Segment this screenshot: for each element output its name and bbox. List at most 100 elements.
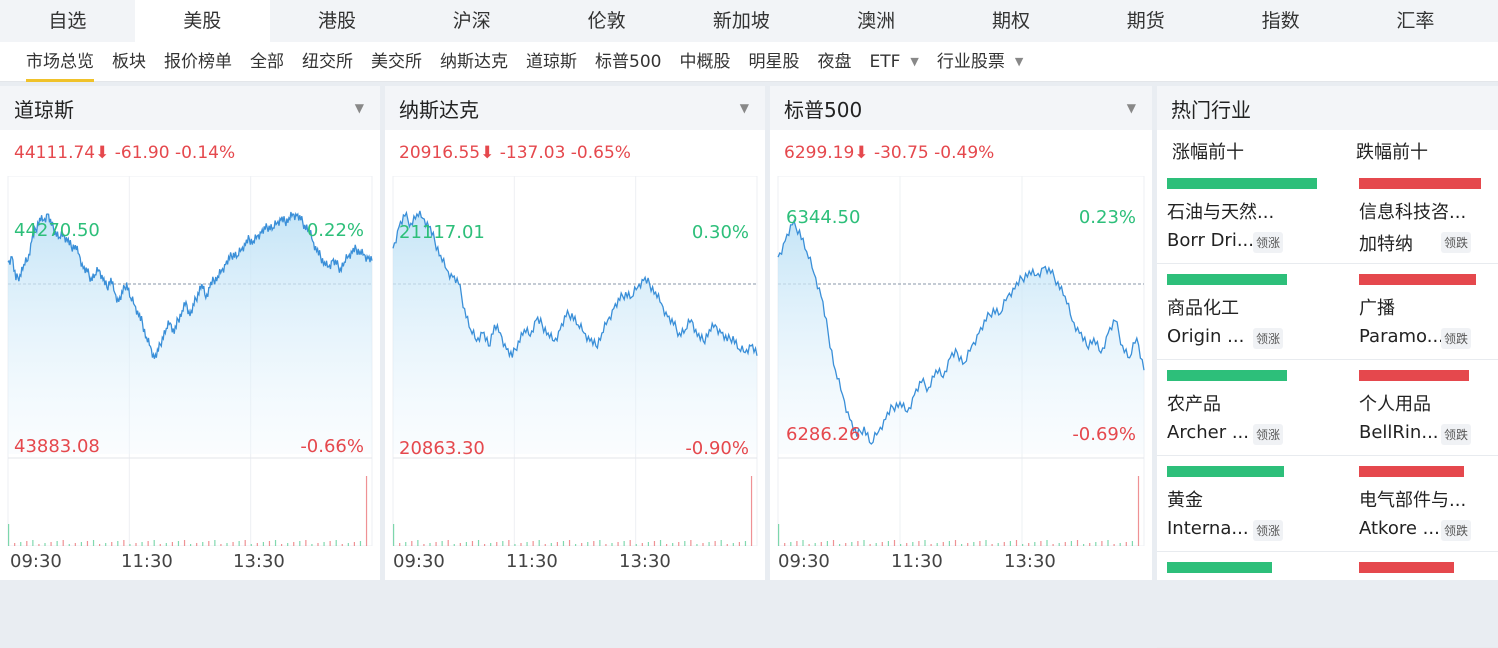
subtab-etf[interactable]: ETF ▼ — [869, 42, 918, 82]
volume-bar — [208, 541, 210, 546]
loser-sector[interactable]: 信息科技咨... — [1359, 202, 1467, 223]
tab-us-stocks[interactable]: 美股 — [134, 0, 270, 42]
volume-bar — [845, 543, 847, 546]
volume-bar — [1089, 543, 1091, 546]
volume-bar — [220, 544, 222, 546]
loser-stock[interactable]: Paramo... — [1359, 326, 1444, 347]
volume-bar — [171, 542, 173, 546]
volume-bar — [714, 541, 716, 546]
tab-australia[interactable]: 澳洲 — [857, 10, 896, 32]
tab-london[interactable]: 伦敦 — [587, 10, 626, 32]
volume-bar — [165, 543, 167, 546]
index-panel-dow[interactable]: 道琼斯 ▼ 44111.74⬇ -61.90 -0.14% 44270.50 0… — [0, 86, 380, 580]
volume-bar — [520, 543, 522, 546]
subtab-nyse[interactable]: 纽交所 — [302, 51, 353, 72]
volume-bar — [305, 540, 307, 546]
panel-header: 热门行业 — [1157, 86, 1498, 130]
panel-header: 纳斯达克 ▼ — [385, 86, 765, 130]
volume-bar — [790, 542, 792, 546]
gain-bar — [1167, 466, 1284, 477]
hot-industries-panel: 热门行业 涨幅前十 跌幅前十 石油与天然... Borr Dri... 领涨 信息科技… — [1157, 86, 1498, 648]
volume-bar — [550, 543, 552, 546]
volume-bar — [562, 541, 565, 546]
tab-a-shares[interactable]: 沪深 — [452, 10, 491, 32]
losers-header[interactable]: 跌幅前十 — [1356, 142, 1428, 163]
tab-singapore[interactable]: 新加坡 — [712, 10, 770, 32]
subtab-amex[interactable]: 美交所 — [371, 51, 422, 72]
gainers-header[interactable]: 涨幅前十 — [1172, 142, 1244, 163]
volume-bar — [393, 524, 395, 546]
subtab-sectors[interactable]: 板块 — [112, 51, 146, 72]
volume-bar — [117, 541, 119, 546]
tab-options[interactable]: 期权 — [991, 10, 1030, 32]
volume-bar — [1083, 544, 1085, 546]
volume-bar — [672, 543, 674, 546]
chevron-down-icon[interactable]: ▼ — [1014, 54, 1024, 68]
gain-bar — [1167, 370, 1287, 381]
tab-hk-stocks[interactable]: 港股 — [317, 10, 356, 32]
intraday-chart[interactable] — [385, 176, 765, 546]
chevron-down-icon[interactable]: ▼ — [910, 54, 919, 68]
gainer-sector[interactable]: 石油与天然... — [1167, 202, 1275, 223]
tab-futures[interactable]: 期货 — [1126, 10, 1165, 32]
list-item[interactable]: 商品化工 Origin ... 领涨 广播 Paramo... 领跌 — [1157, 264, 1498, 360]
chevron-down-icon[interactable]: ▼ — [739, 101, 749, 115]
subtab-industry-stocks[interactable]: 行业股票 ▼ — [937, 42, 1023, 82]
subtab-nasdaq[interactable]: 纳斯达克 — [440, 51, 508, 72]
volume-bar — [56, 541, 58, 546]
subtab-china-concept[interactable]: 中概股 — [679, 51, 731, 72]
loser-sector[interactable]: 广播 — [1359, 298, 1395, 319]
subtab-star-stocks[interactable]: 明星股 — [748, 51, 800, 72]
volume-bar — [875, 543, 877, 546]
tab-indices[interactable]: 指数 — [1261, 10, 1300, 32]
volume-bar — [611, 543, 613, 546]
loser-stock[interactable]: 加特纳 — [1359, 234, 1413, 255]
subtab-night[interactable]: 夜盘 — [817, 51, 852, 72]
x-tick: 13:30 — [233, 551, 285, 572]
index-title: 纳斯达克 — [399, 97, 479, 122]
high-pct: 0.22% — [306, 220, 364, 241]
subtab-rankings[interactable]: 报价榜单 — [164, 51, 232, 72]
gainer-stock[interactable]: Origin ... — [1167, 326, 1245, 347]
volume-bar — [135, 543, 137, 546]
list-item[interactable]: 黄金 Interna... 领涨 电气部件与... Atkore ... 领跌 — [1157, 456, 1498, 552]
chevron-down-icon[interactable]: ▼ — [1126, 101, 1136, 115]
loser-stock[interactable]: Atkore ... — [1359, 518, 1440, 539]
volume-bar — [347, 543, 349, 546]
gainer-sector[interactable]: 商品化工 — [1167, 298, 1239, 319]
volume-bar — [869, 544, 871, 546]
gainer-sector[interactable]: 黄金 — [1167, 490, 1203, 511]
gainer-stock[interactable]: Archer ... — [1167, 422, 1249, 443]
volume-bar — [832, 540, 835, 546]
subtab-all[interactable]: 全部 — [250, 51, 284, 72]
price-area — [8, 212, 372, 454]
index-panel-sp500[interactable]: 标普500 ▼ 6299.19⬇ -30.75 -0.49% 6344.50 0… — [770, 86, 1152, 580]
list-item[interactable]: 农产品 Archer ... 领涨 个人用品 BellRin... 领跌 — [1157, 360, 1498, 456]
volume-bar — [893, 540, 896, 546]
tab-forex[interactable]: 汇率 — [1396, 10, 1435, 32]
index-panel-nasdaq[interactable]: 纳斯达克 ▼ 20916.55⬇ -137.03 -0.65% 21117.01… — [385, 86, 765, 580]
list-item[interactable] — [1157, 552, 1498, 648]
chevron-down-icon[interactable]: ▼ — [354, 101, 364, 115]
volume-bar — [820, 542, 822, 546]
list-item[interactable]: 石油与天然... Borr Dri... 领涨 信息科技咨... 加特纳 领跌 — [1157, 168, 1498, 264]
volume-bar — [417, 540, 419, 546]
intraday-chart[interactable] — [0, 176, 380, 546]
loser-stock[interactable]: BellRin... — [1359, 422, 1439, 443]
tab-watchlist[interactable]: 自选 — [48, 10, 87, 32]
volume-bar — [244, 540, 246, 546]
intraday-chart[interactable] — [770, 176, 1152, 546]
volume-bar — [177, 541, 180, 546]
subtab-sp500[interactable]: 标普500 — [595, 51, 662, 72]
subtab-market-overview[interactable]: 市场总览 — [26, 42, 94, 82]
subtab-dow[interactable]: 道琼斯 — [526, 51, 577, 72]
volume-bar — [1015, 540, 1018, 546]
loser-sector[interactable]: 个人用品 — [1359, 394, 1431, 415]
volume-bar — [538, 540, 540, 546]
volume-bar — [684, 541, 686, 546]
gainer-sector[interactable]: 农产品 — [1167, 394, 1221, 415]
gainer-stock[interactable]: Interna... — [1167, 518, 1249, 539]
volume-bar — [690, 540, 692, 546]
gainer-stock[interactable]: Borr Dri... — [1167, 230, 1254, 251]
loser-sector[interactable]: 电气部件与... — [1359, 490, 1467, 511]
